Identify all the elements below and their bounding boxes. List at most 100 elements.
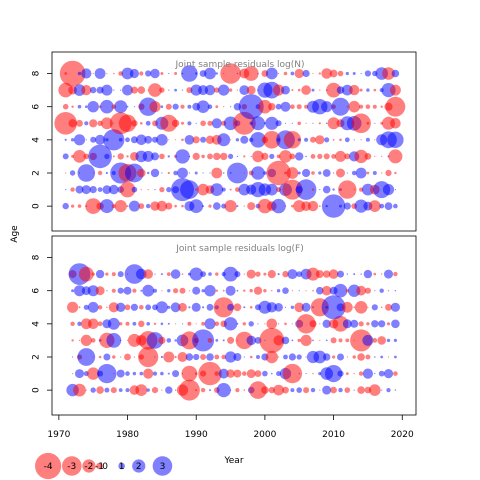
bubble [120,339,122,341]
bubble [242,371,247,376]
bubble [387,131,404,148]
bubble [76,119,83,127]
bubble [170,302,181,313]
bubble [159,87,165,93]
bubbles-log-f [66,263,400,401]
bubble [246,335,256,346]
bubble [223,106,225,108]
bubble [204,285,216,297]
bubble [160,355,163,359]
bubble [192,136,200,144]
bubble [291,122,293,124]
bubble [255,271,261,277]
bubble [293,200,306,213]
bubble [382,67,395,80]
bubble [351,170,357,176]
bubble [62,153,69,160]
bubble [106,333,122,348]
bubble [173,170,178,176]
bubble [352,72,356,75]
y-tick-label: 0 [32,387,42,393]
bubble [290,388,295,393]
bubble [83,153,90,160]
bubble [214,371,220,376]
bubble [227,303,235,311]
bubble [362,183,374,196]
bubble [257,323,259,325]
bubble [188,155,191,158]
bubble [195,72,198,75]
bubble [146,322,150,326]
bubble [207,153,213,160]
bubble [214,321,220,327]
bubble [271,198,286,214]
bubble [243,66,259,81]
bubble [77,164,96,182]
bubble [362,368,373,379]
bubble [112,355,116,359]
bubble [97,321,103,327]
bubble [227,336,235,344]
bubble [311,188,315,191]
bubble [87,301,99,313]
bubble [263,272,267,276]
bubble [321,68,333,79]
bubble [248,321,254,327]
bubble [317,153,323,159]
bubble [366,121,370,125]
bubble [70,321,75,326]
bubble [310,154,316,159]
bubble [97,305,103,310]
bubble [156,200,168,212]
bubble [256,355,260,359]
bubble [95,134,106,145]
bubble [167,305,171,309]
bubble [91,272,95,276]
bubble [132,321,137,326]
bubble [166,272,171,276]
bubble [382,184,395,196]
bubble [117,287,124,294]
bubble [305,155,307,158]
bubble [208,272,212,276]
bubble [346,172,348,174]
bubble [201,289,205,293]
bubble [124,163,144,183]
bubble [220,152,228,161]
legend-label: 3 [160,462,166,472]
bubble [364,287,371,294]
bubble [95,286,105,296]
y-tick-label: 4 [32,321,42,327]
bubble [187,104,192,109]
bubble [126,205,129,208]
bubble [348,284,361,297]
bubble [69,170,76,176]
x-tick-label: 1970 [47,430,70,440]
bubble [125,388,130,393]
bubble [159,153,165,160]
bubble [223,317,238,331]
bubble [158,336,166,344]
bubble [165,202,173,210]
bubble [207,338,213,343]
bubble [175,323,177,325]
bubble [167,372,170,375]
bubble [351,113,371,134]
bubble [282,386,289,394]
x-tick-label: 2020 [391,430,414,440]
bubble [281,336,290,345]
legend-bubble [35,452,62,480]
bubble [345,71,349,76]
bubble [378,320,386,328]
bubble [353,139,355,141]
bubble [94,68,106,79]
bubble [378,370,385,377]
bubble [271,372,273,375]
bubble [224,200,237,213]
bubble [81,185,91,195]
bubble [90,387,96,393]
bubble [265,350,278,364]
bubble [71,289,75,293]
bubble [290,71,295,76]
bubble [228,153,234,159]
